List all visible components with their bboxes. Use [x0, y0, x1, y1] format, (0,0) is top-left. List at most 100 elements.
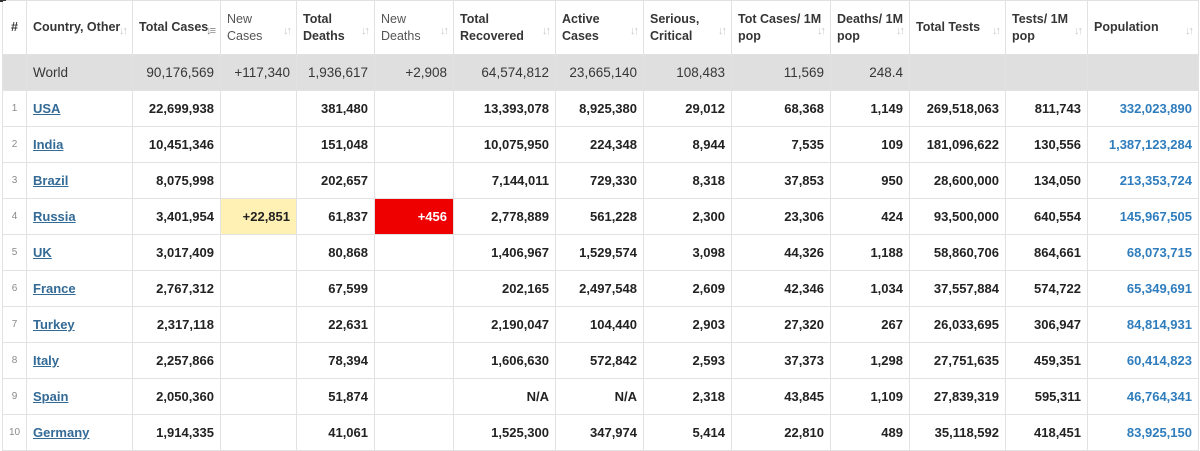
cell-cases-per-1m: 42,346: [731, 270, 831, 307]
world-label: World: [26, 54, 133, 91]
cell-new-cases: [220, 306, 297, 343]
world-serious-critical: 108,483: [643, 54, 732, 91]
cell-total-deaths: 67,599: [296, 270, 375, 307]
world-new-deaths: +2,908: [374, 54, 454, 91]
cell-deaths-per-1m: 1,298: [830, 342, 910, 379]
cell-deaths-per-1m: 489: [830, 414, 910, 451]
country-link[interactable]: USA: [33, 101, 61, 116]
country-link[interactable]: Italy: [33, 353, 60, 368]
header-rank[interactable]: #: [2, 0, 27, 55]
cell-new-cases: [220, 126, 297, 163]
table-row: 8 Italy 2,257,866 78,394 1,606,630 572,842 2,5…: [2, 342, 1199, 379]
header-label: New Cases: [227, 11, 263, 43]
cell-total-cases: 2,317,118: [132, 306, 221, 343]
cell-total-cases: 3,017,409: [132, 234, 221, 271]
header-cases-per-1m[interactable]: Tot Cases/ 1M pop ↓↑: [731, 0, 831, 55]
cell-total-recovered: 202,165: [453, 270, 556, 307]
country-link[interactable]: Russia: [33, 209, 76, 224]
cell-serious-critical: 29,012: [643, 90, 732, 127]
sort-arrows-icon: ↓↑: [1074, 25, 1083, 37]
cell-tests-per-1m: 574,722: [1005, 270, 1088, 307]
cell-new-deaths: [374, 90, 454, 127]
cell-deaths-per-1m: 424: [830, 198, 910, 235]
header-serious-critical[interactable]: Serious, Critical ↓↑: [643, 0, 732, 55]
table-row: 4 Russia 3,401,954 +22,851 61,837 +456 2,778,8…: [2, 198, 1199, 235]
header-country[interactable]: Country, Other ↓↑: [26, 0, 133, 55]
table-row: 3 Brazil 8,075,998 202,657 7,144,011 729,330 8…: [2, 162, 1199, 199]
world-tests-per-1m: [1005, 54, 1088, 91]
cell-total-deaths: 151,048: [296, 126, 375, 163]
row-rank: 6: [2, 270, 27, 307]
cell-new-deaths: [374, 270, 454, 307]
header-total-tests[interactable]: Total Tests ↓↑: [909, 0, 1006, 55]
world-active-cases: 23,665,140: [555, 54, 644, 91]
cell-cases-per-1m: 27,320: [731, 306, 831, 343]
country-link[interactable]: UK: [33, 245, 52, 260]
cell-new-cases: [220, 270, 297, 307]
world-total-row: World 90,176,569 +117,340 1,936,617 +2,9…: [2, 54, 1199, 91]
cell-new-deaths: +456: [374, 198, 454, 235]
table-row: 2 India 10,451,346 151,048 10,075,950 224,348…: [2, 126, 1199, 163]
cell-cases-per-1m: 22,810: [731, 414, 831, 451]
country-link[interactable]: India: [33, 137, 64, 152]
world-population: [1087, 54, 1199, 91]
cell-total-tests: 93,500,000: [909, 198, 1006, 235]
cell-total-deaths: 51,874: [296, 378, 375, 415]
header-new-deaths[interactable]: New Deaths ↓↑: [374, 0, 454, 55]
cell-new-deaths: [374, 234, 454, 271]
cell-deaths-per-1m: 950: [830, 162, 910, 199]
cell-total-cases: 10,451,346: [132, 126, 221, 163]
country-link[interactable]: Brazil: [33, 173, 69, 188]
cell-population: 145,967,505: [1087, 198, 1199, 235]
table-row: 1 USA 22,699,938 381,480 13,393,078 8,925,380…: [2, 90, 1199, 127]
cell-new-cases: [220, 378, 297, 415]
header-new-cases[interactable]: New Cases ↓↑: [220, 0, 297, 55]
header-total-recovered[interactable]: Total Recovered ↓↑: [453, 0, 556, 55]
header-active-cases[interactable]: Active Cases ↓↑: [555, 0, 644, 55]
sort-arrows-icon: ↓↑: [992, 25, 1001, 37]
cell-cases-per-1m: 37,373: [731, 342, 831, 379]
header-label: Tot Cases/ 1M pop: [738, 11, 822, 43]
cell-serious-critical: 3,098: [643, 234, 732, 271]
row-rank: 8: [2, 342, 27, 379]
cell-active-cases: 224,348: [555, 126, 644, 163]
cell-total-cases: 2,050,360: [132, 378, 221, 415]
sort-arrows-icon: ↓↑: [630, 25, 639, 37]
row-rank: 10: [2, 414, 27, 451]
cell-population: 65,349,691: [1087, 270, 1199, 307]
cell-new-deaths: [374, 126, 454, 163]
cell-total-recovered: 2,778,889: [453, 198, 556, 235]
cell-tests-per-1m: 134,050: [1005, 162, 1088, 199]
header-total-deaths[interactable]: Total Deaths ↓↑: [296, 0, 375, 55]
header-label: Serious, Critical: [650, 11, 700, 43]
table-row: 7 Turkey 2,317,118 22,631 2,190,047 104,440 2,…: [2, 306, 1199, 343]
world-total-recovered: 64,574,812: [453, 54, 556, 91]
header-tests-per-1m[interactable]: Tests/ 1M pop ↓↑: [1005, 0, 1088, 55]
header-label: Total Cases: [139, 20, 209, 34]
sort-arrows-icon: ↓↑: [718, 25, 727, 37]
cell-active-cases: 729,330: [555, 162, 644, 199]
cell-population: 83,925,150: [1087, 414, 1199, 451]
cell-total-tests: 181,096,622: [909, 126, 1006, 163]
cell-serious-critical: 2,300: [643, 198, 732, 235]
country-link[interactable]: Turkey: [33, 317, 75, 332]
cell-tests-per-1m: 640,554: [1005, 198, 1088, 235]
cell-total-tests: 37,557,884: [909, 270, 1006, 307]
cell-new-cases: [220, 234, 297, 271]
country-cell: India: [26, 126, 133, 163]
country-link[interactable]: Spain: [33, 389, 69, 404]
row-rank: 7: [2, 306, 27, 343]
cell-tests-per-1m: 459,351: [1005, 342, 1088, 379]
header-population[interactable]: Population ↓↑: [1087, 0, 1199, 55]
cell-total-recovered: 13,393,078: [453, 90, 556, 127]
header-label: New Deaths: [381, 11, 421, 43]
header-total-cases[interactable]: Total Cases ↓≡: [132, 0, 221, 55]
header-deaths-per-1m[interactable]: Deaths/ 1M pop ↓↑: [830, 0, 910, 55]
cell-total-deaths: 78,394: [296, 342, 375, 379]
cell-active-cases: 572,842: [555, 342, 644, 379]
country-link[interactable]: Germany: [33, 425, 90, 440]
country-link[interactable]: France: [33, 281, 76, 296]
cell-serious-critical: 5,414: [643, 414, 732, 451]
cell-new-deaths: [374, 342, 454, 379]
